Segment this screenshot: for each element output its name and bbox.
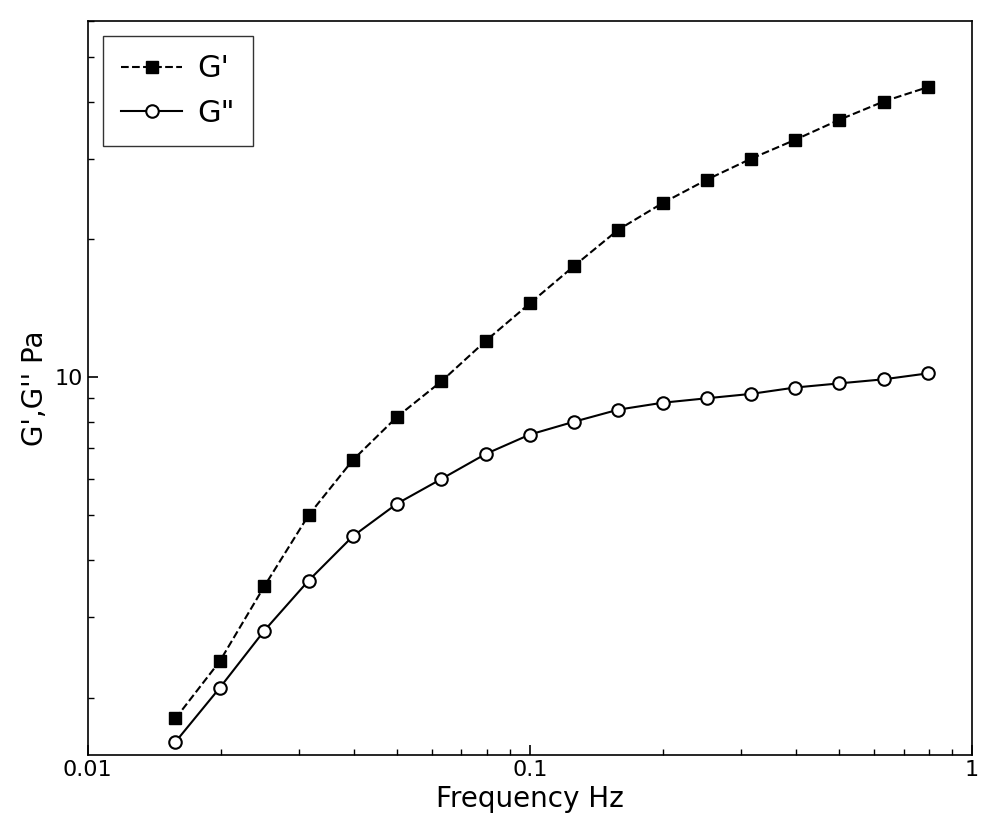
X-axis label: Frequency Hz: Frequency Hz <box>436 785 624 813</box>
G' <box>612 224 624 234</box>
G' <box>435 376 447 386</box>
G" <box>657 398 669 408</box>
G' <box>657 198 669 208</box>
G" <box>435 474 447 484</box>
G' <box>833 115 845 125</box>
Line: G': G' <box>170 82 933 724</box>
G" <box>169 737 181 747</box>
G' <box>391 412 403 422</box>
G' <box>568 261 580 271</box>
G" <box>524 430 536 440</box>
G" <box>391 499 403 509</box>
G' <box>258 581 270 591</box>
G" <box>568 417 580 427</box>
Y-axis label: G',G'' Pa: G',G'' Pa <box>21 330 49 445</box>
Line: G": G" <box>169 367 934 748</box>
G' <box>169 713 181 723</box>
G' <box>745 153 757 163</box>
G" <box>878 374 890 384</box>
G" <box>789 383 801 393</box>
G' <box>303 510 315 520</box>
G' <box>214 656 226 666</box>
G" <box>480 449 492 459</box>
G' <box>701 174 713 184</box>
G" <box>347 531 359 541</box>
G" <box>745 389 757 399</box>
G" <box>922 369 934 379</box>
G' <box>524 299 536 309</box>
G' <box>789 135 801 145</box>
G' <box>922 82 934 92</box>
G" <box>303 575 315 585</box>
G" <box>612 404 624 414</box>
G" <box>214 683 226 693</box>
G" <box>701 394 713 404</box>
G" <box>258 626 270 636</box>
G' <box>480 336 492 346</box>
Legend: G', G": G', G" <box>103 36 253 146</box>
G' <box>347 455 359 465</box>
G' <box>878 97 890 107</box>
G" <box>833 379 845 389</box>
